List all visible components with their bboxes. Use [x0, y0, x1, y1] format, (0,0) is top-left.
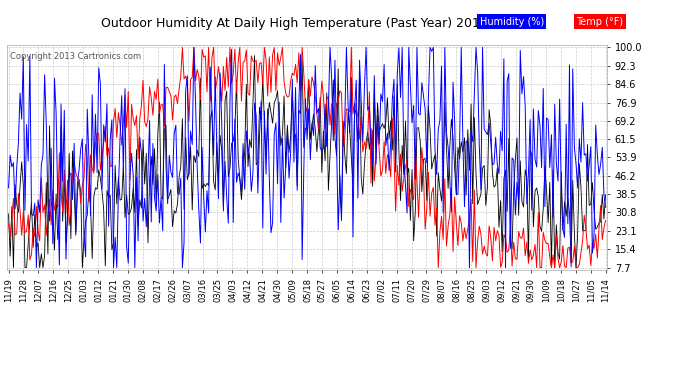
- Text: Outdoor Humidity At Daily High Temperature (Past Year) 20131119: Outdoor Humidity At Daily High Temperatu…: [101, 17, 520, 30]
- Text: Humidity (%): Humidity (%): [480, 17, 544, 27]
- Text: Copyright 2013 Cartronics.com: Copyright 2013 Cartronics.com: [10, 52, 141, 61]
- Text: Temp (°F): Temp (°F): [576, 17, 623, 27]
